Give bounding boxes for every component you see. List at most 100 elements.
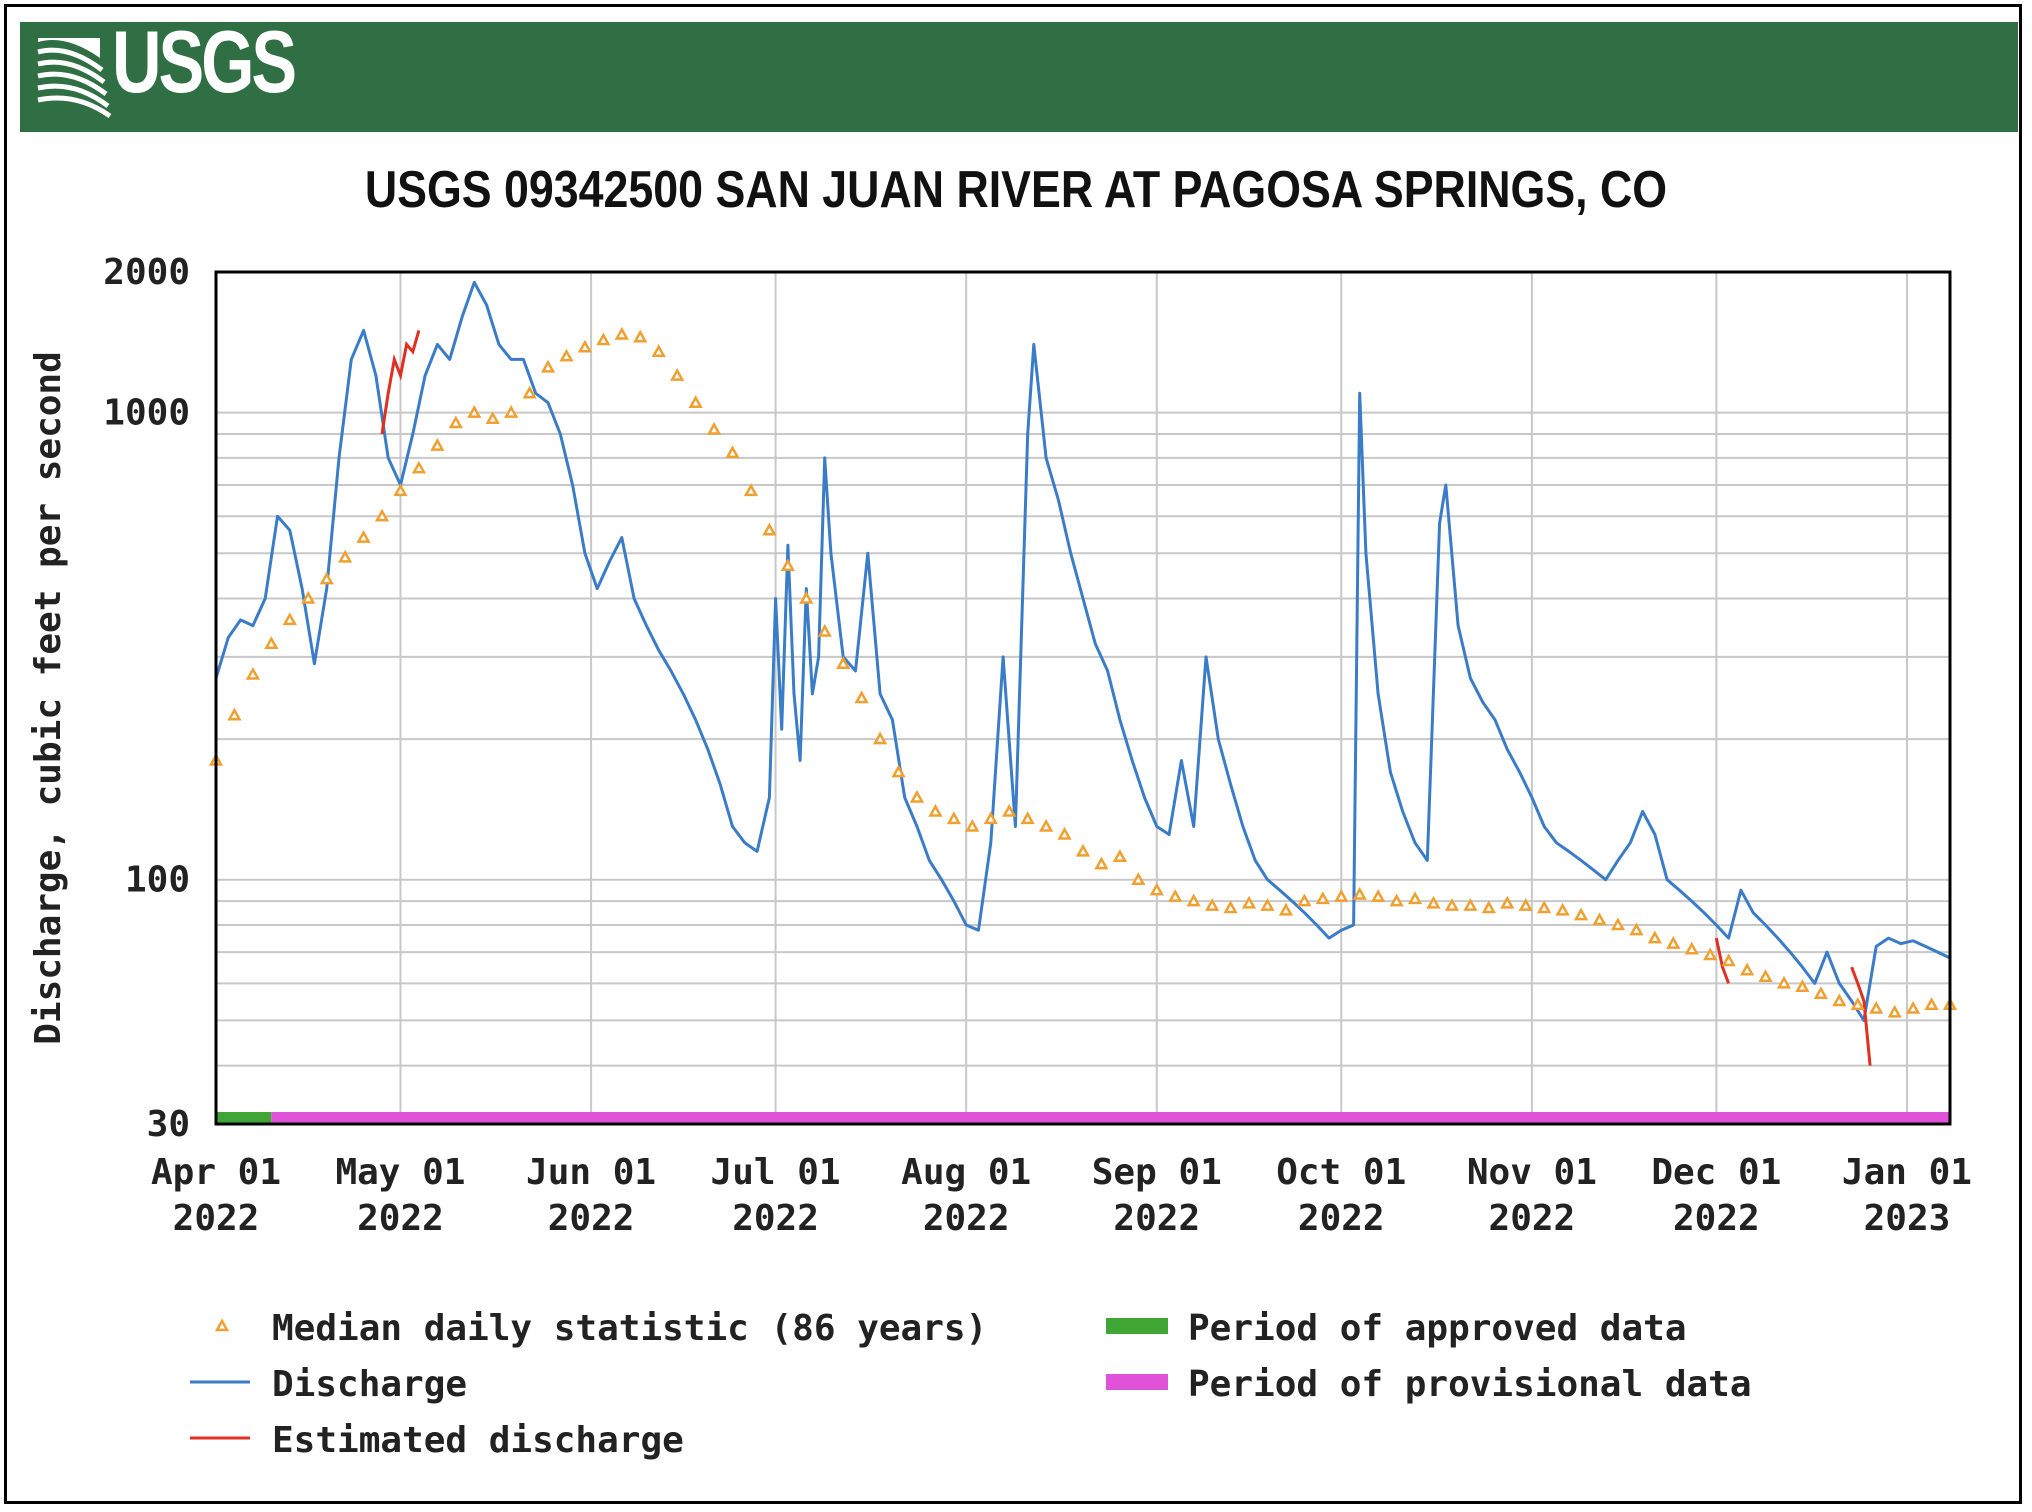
median-marker	[1278, 902, 1294, 916]
median-marker	[1407, 891, 1423, 905]
x-tick-label: Oct 01	[1276, 1152, 1406, 1193]
x-tick-year-label: 2022	[173, 1198, 260, 1239]
median-marker	[1500, 895, 1515, 909]
x-tick-year-label: 2022	[1298, 1198, 1385, 1239]
median-marker	[1002, 803, 1017, 817]
discharge-line	[214, 280, 1951, 1022]
plot-area	[216, 272, 1950, 1124]
median-marker	[1592, 912, 1607, 926]
median-marker	[1389, 893, 1404, 907]
median-marker	[928, 803, 943, 817]
median-markers	[208, 326, 1958, 1018]
median-marker	[467, 405, 482, 418]
median-marker	[1758, 969, 1773, 982]
x-tick-year-label: 2022	[732, 1198, 819, 1239]
median-marker	[1371, 889, 1386, 902]
median-marker	[725, 445, 740, 459]
median-marker	[596, 332, 611, 346]
median-marker	[780, 558, 795, 572]
median-marker	[762, 522, 777, 536]
x-tick-label: Aug 01	[901, 1152, 1031, 1193]
median-marker	[1555, 902, 1570, 916]
median-marker	[1168, 889, 1183, 902]
median-marker	[891, 764, 906, 778]
x-tick-year-label: 2022	[357, 1198, 444, 1239]
median-marker	[559, 348, 574, 362]
legend-approved-swatch	[1106, 1318, 1168, 1334]
median-marker	[1481, 900, 1496, 914]
median-marker	[706, 421, 722, 435]
x-tick-year-label: 2022	[1673, 1198, 1760, 1239]
median-marker	[1666, 936, 1681, 949]
legend-provisional-label: Period of provisional data	[1188, 1364, 1752, 1405]
median-marker	[1223, 900, 1238, 914]
median-marker	[1186, 893, 1201, 907]
median-marker	[1924, 997, 1939, 1010]
median-marker	[1573, 907, 1589, 921]
median-marker	[1832, 993, 1847, 1007]
x-tick-label: Apr 01	[151, 1152, 281, 1193]
median-marker	[448, 415, 463, 429]
median-marker	[1721, 953, 1736, 967]
median-marker	[393, 483, 408, 497]
median-marker	[1241, 895, 1257, 909]
usgs-banner	[20, 22, 2018, 132]
median-marker	[1703, 947, 1718, 961]
median-marker	[836, 656, 851, 669]
x-tick-year-label: 2023	[1864, 1198, 1951, 1239]
median-marker	[854, 690, 869, 704]
median-marker	[374, 508, 390, 522]
median-marker	[1776, 975, 1792, 989]
x-tick-label: Jun 01	[526, 1152, 656, 1193]
median-marker	[245, 666, 261, 680]
median-marker	[614, 326, 629, 340]
median-marker	[1260, 898, 1275, 911]
median-marker	[743, 483, 759, 497]
median-marker	[227, 707, 242, 721]
estimated-discharge-line	[380, 329, 421, 435]
median-marker	[1813, 986, 1828, 1000]
median-marker	[1795, 979, 1810, 993]
median-marker	[338, 549, 353, 563]
x-tick-label: Jan 01	[1842, 1152, 1972, 1193]
median-marker	[319, 571, 334, 585]
median-marker	[799, 590, 814, 604]
chart-title: USGS 09342500 SAN JUAN RIVER AT PAGOSA S…	[364, 161, 1668, 219]
median-marker	[1444, 898, 1460, 911]
median-marker	[264, 636, 279, 650]
x-tick-label: May 01	[335, 1152, 465, 1193]
y-tick-label: 1000	[103, 393, 190, 434]
median-marker	[1334, 889, 1349, 902]
median-marker	[577, 339, 593, 353]
legend-discharge-label: Discharge	[272, 1364, 467, 1405]
legend-median-swatch	[214, 1318, 230, 1332]
median-marker	[670, 368, 685, 381]
legend-approved-label: Period of approved data	[1188, 1308, 1687, 1349]
median-marker	[1075, 843, 1091, 857]
median-marker	[1205, 898, 1220, 911]
median-marker	[817, 623, 832, 637]
usgs-wave-icon	[37, 38, 112, 118]
median-marker	[282, 612, 297, 626]
y-tick-label: 30	[147, 1104, 190, 1145]
median-marker	[1297, 893, 1312, 907]
median-marker	[540, 359, 556, 373]
median-marker	[1131, 872, 1146, 885]
median-marker	[688, 395, 703, 408]
median-marker	[504, 405, 519, 418]
x-tick-label: Nov 01	[1467, 1152, 1597, 1193]
legend-estimated-label: Estimated discharge	[272, 1420, 684, 1461]
median-marker	[1463, 898, 1478, 911]
legend-provisional-swatch	[1106, 1374, 1168, 1390]
data-period-bar	[216, 1112, 272, 1124]
median-marker	[1518, 898, 1533, 911]
median-marker	[1094, 856, 1109, 870]
estimated-discharge-line	[1850, 966, 1872, 1066]
median-marker	[522, 385, 537, 399]
x-tick-label: Dec 01	[1651, 1152, 1781, 1193]
median-marker	[1887, 1004, 1902, 1018]
usgs-logo	[37, 38, 112, 118]
median-marker	[430, 438, 445, 451]
median-marker	[1905, 1000, 1921, 1014]
